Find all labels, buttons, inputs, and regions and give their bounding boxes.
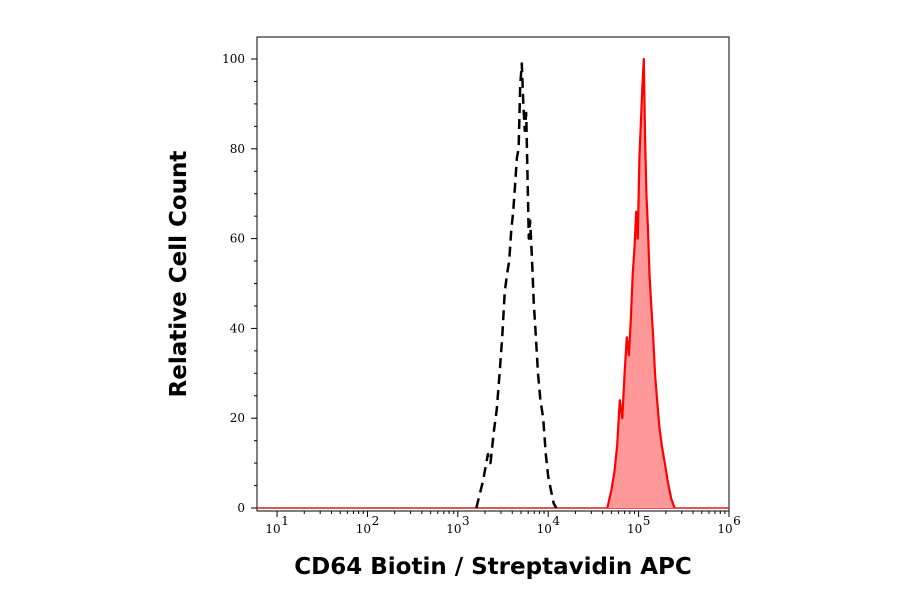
x-tick-exponent: 1 — [281, 514, 289, 528]
x-tick-label: 10 — [265, 522, 280, 536]
x-tick-label: 10 — [717, 522, 732, 536]
x-tick-exponent: 5 — [643, 514, 651, 528]
y-tick-label: 60 — [230, 232, 245, 246]
x-tick-label: 10 — [537, 522, 552, 536]
x-tick-exponent: 4 — [552, 514, 560, 528]
plot-frame — [256, 36, 730, 512]
y-axis-ticks: 0 20 40 60 80 100 — [222, 52, 257, 515]
y-tick-label: 0 — [237, 501, 245, 515]
y-tick-label: 80 — [230, 142, 245, 156]
x-tick-exponent: 2 — [372, 514, 380, 528]
y-tick-label: 20 — [230, 411, 245, 425]
y-axis-title: Relative Cell Count — [166, 151, 192, 398]
y-tick-label: 40 — [230, 321, 245, 335]
filled-histogram-outline — [606, 57, 676, 509]
x-tick-label: 10 — [446, 522, 461, 536]
series-layer — [257, 57, 729, 509]
dashed-histogram-line — [475, 62, 558, 509]
x-axis-title: CD64 Biotin / Streptavidin APC — [294, 554, 692, 580]
x-tick-exponent: 3 — [462, 514, 470, 528]
y-tick-label: 100 — [222, 52, 245, 66]
x-tick-exponent: 6 — [733, 514, 741, 528]
x-tick-label: 10 — [356, 522, 371, 536]
x-tick-label: 10 — [627, 522, 642, 536]
